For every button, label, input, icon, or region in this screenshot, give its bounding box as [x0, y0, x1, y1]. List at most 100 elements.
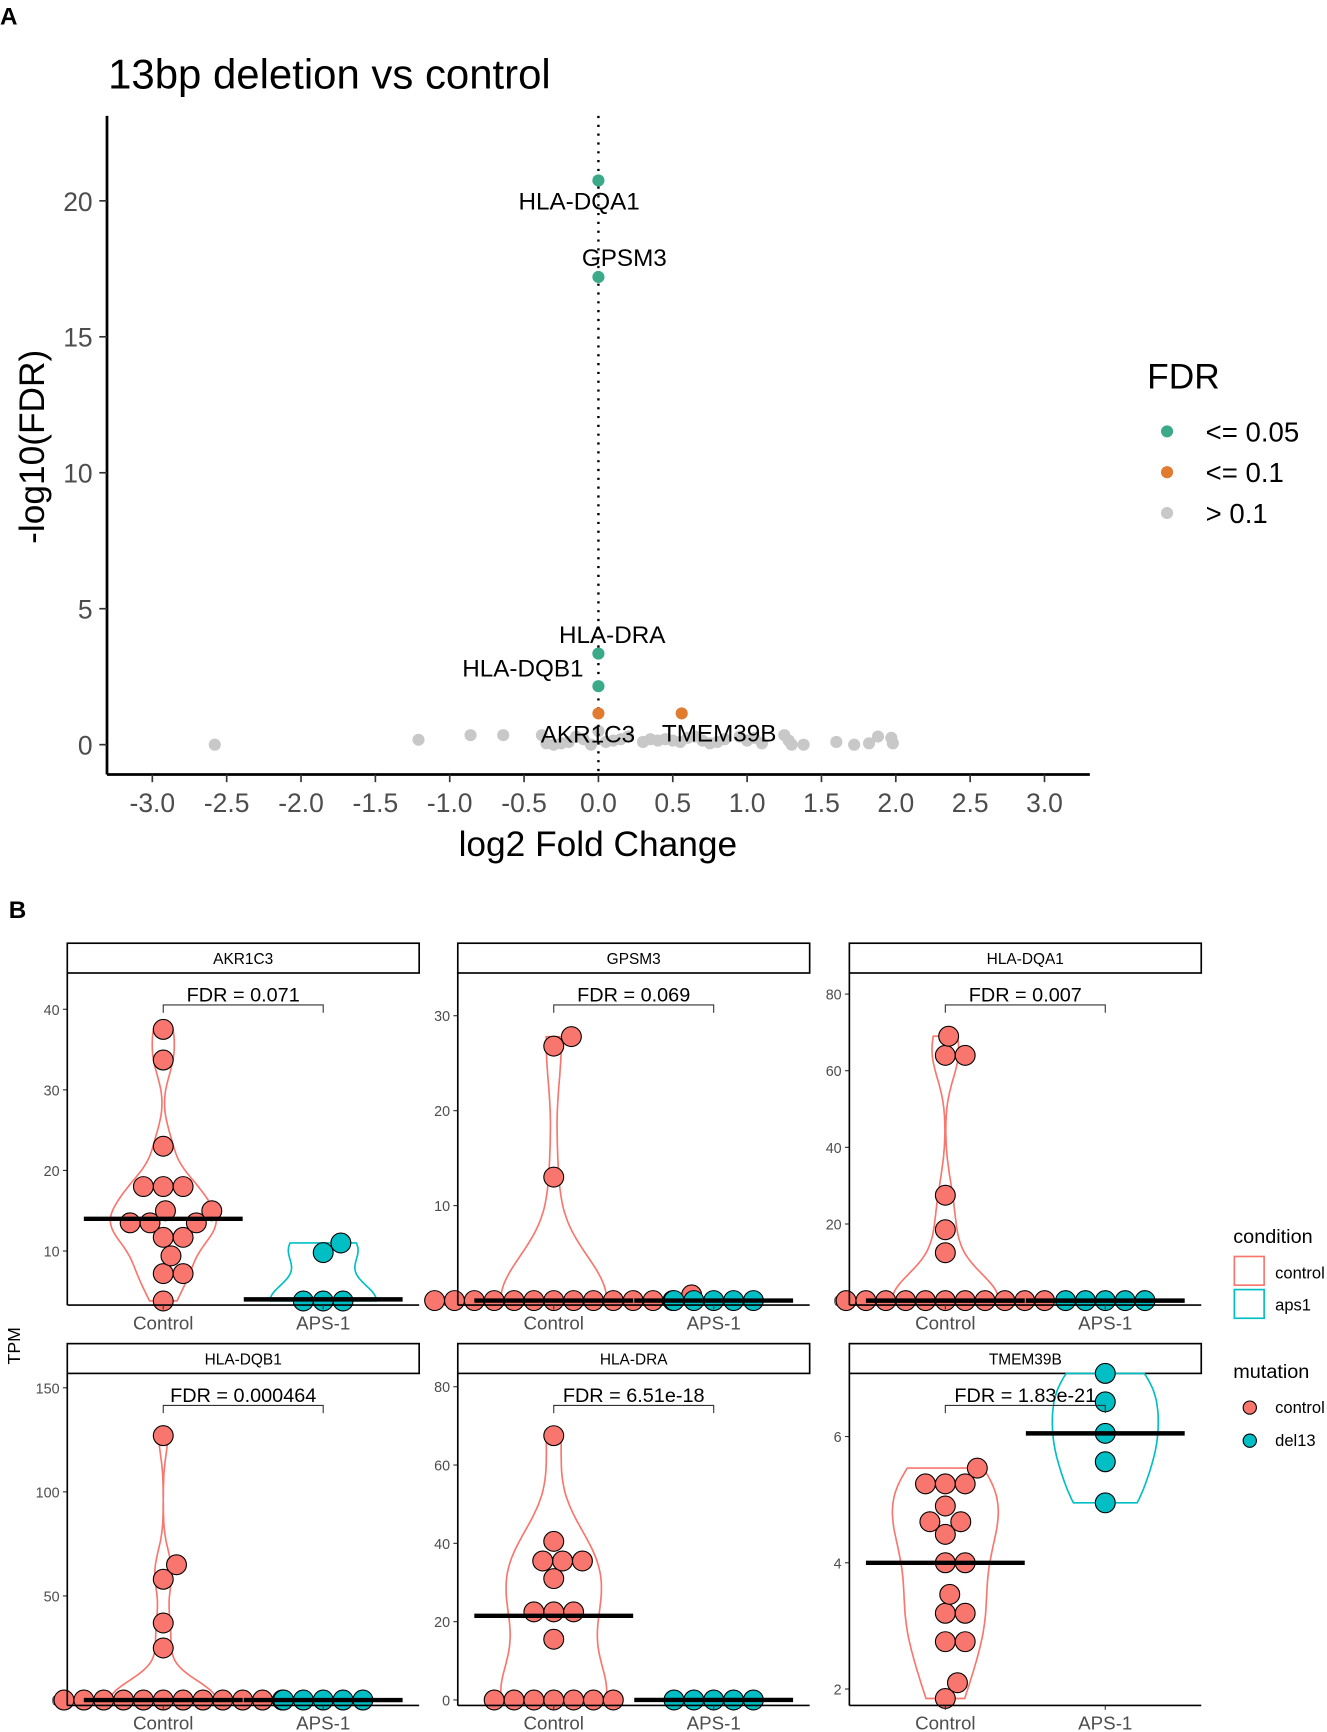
violin-outline [891, 1035, 1000, 1302]
y-tick-label: 60 [826, 1064, 842, 1080]
fdr-annotation: FDR = 0.000464 [170, 1385, 316, 1407]
tpm-point-control [119, 1212, 141, 1234]
significance-bracket [553, 1404, 715, 1414]
gene-label: GPSM3 [582, 245, 667, 272]
volcano-point-hla-dra [592, 647, 605, 660]
x-tick-label: 1.5 [803, 788, 840, 818]
tpm-point-control [166, 1554, 187, 1576]
tpm-point-control [934, 1242, 956, 1264]
facet-strip [456, 942, 811, 974]
tpm-point-control [543, 1425, 565, 1447]
y-tick-label: 30 [434, 1009, 450, 1025]
volcano-point-ns [464, 729, 477, 742]
tpm-point-control [954, 1044, 976, 1066]
y-tick-label: 20 [826, 1217, 842, 1233]
tpm-point-control [934, 1495, 956, 1517]
tpm-point-control [563, 1689, 585, 1711]
x-tick-label: -3.0 [130, 788, 176, 818]
tpm-point-control [946, 1672, 968, 1694]
tpm-point-control [543, 1628, 565, 1650]
condition-key-aps1 [1233, 1288, 1265, 1320]
x-tick-label: -1.0 [427, 788, 473, 818]
tpm-point-control [132, 1176, 154, 1198]
x-tick-label: APS-1 [1078, 1713, 1132, 1732]
legend-label: > 0.1 [1206, 498, 1268, 529]
x-tick-label: -1.5 [353, 788, 399, 818]
facet-tmem39b: TMEM39B 2 4 6 Control APS-1 FDR = 1.83e-21 [834, 1342, 1203, 1732]
y-tick-label: 30 [44, 1083, 60, 1099]
tpm-point-control [966, 1457, 988, 1479]
condition-key-control [1233, 1255, 1265, 1286]
tpm-point-control [152, 1637, 174, 1659]
tpm-point-control [582, 1689, 604, 1711]
tpm-point-control [443, 1290, 465, 1312]
violin-outline [109, 1434, 218, 1701]
volcano-point-ns [830, 735, 843, 749]
tpm-point-control [172, 1226, 194, 1248]
tpm-point-control [160, 1245, 182, 1267]
volcano-point-ns [592, 724, 605, 738]
significance-bracket [162, 1004, 324, 1013]
facet-title: AKR1C3 [213, 951, 273, 968]
y-tick-label: 40 [434, 1537, 450, 1553]
x-tick-label: Control [915, 1713, 975, 1732]
volcano-title: 13bp deletion vs control [108, 50, 551, 97]
y-tick-label: 40 [44, 1003, 60, 1019]
tpm-point-control [543, 1530, 565, 1552]
facet-title: HLA-DQB1 [205, 1352, 282, 1369]
y-tick-label: 40 [826, 1141, 842, 1157]
y-tick-label: 60 [434, 1459, 450, 1475]
x-tick-label: Control [524, 1713, 584, 1732]
tpm-point-control [172, 1263, 194, 1285]
x-tick-label: APS-1 [687, 1713, 741, 1732]
tpm-point-control [939, 1583, 961, 1605]
facet-legend: condition control aps1 mutation control … [1233, 1226, 1325, 1450]
violin-outline [1051, 1372, 1160, 1504]
tpm-point-control [152, 1135, 174, 1157]
tpm-point-control [172, 1176, 194, 1198]
condition-legend-aps1: aps1 [1275, 1296, 1311, 1315]
tpm-point-control [954, 1602, 976, 1624]
x-tick-label: 0.0 [580, 788, 617, 818]
x-tick-label: 1.0 [729, 788, 766, 818]
tpm-point-control [934, 1602, 956, 1624]
tpm-point-control [934, 1044, 956, 1066]
tpm-point-aps1 [330, 1232, 352, 1254]
y-tick-label: 2 [834, 1683, 842, 1699]
facet-strip [66, 1342, 420, 1375]
x-tick-label: APS-1 [296, 1713, 350, 1732]
facet-strip [848, 942, 1203, 974]
legend-key-dot [1160, 506, 1174, 520]
facet-strip [66, 942, 420, 974]
volcano-point-hla-dqa1 [592, 174, 605, 187]
tpm-point-control [934, 1523, 956, 1545]
volcano-point-ns [497, 729, 510, 742]
gene-label: HLA-DQB1 [462, 655, 583, 682]
volcano-point-hla-dqb1 [592, 680, 605, 693]
legend-label: <= 0.05 [1206, 416, 1300, 447]
x-tick-label: 2.5 [952, 788, 989, 818]
tpm-point-control [552, 1550, 574, 1572]
x-tick-label: -2.5 [204, 788, 250, 818]
volcano-point-ns [862, 737, 876, 750]
y-tick-label: 0 [78, 731, 93, 761]
y-tick-label: 20 [63, 187, 92, 217]
y-tick-label: 0 [442, 1693, 450, 1709]
tpm-point-control [543, 1035, 565, 1057]
mutation-key-control [1242, 1400, 1257, 1415]
tpm-point-control [523, 1601, 545, 1623]
x-tick-label: APS-1 [296, 1312, 350, 1333]
fdr-legend-title: FDR [1147, 357, 1220, 396]
volcano-point-ns [584, 738, 598, 751]
volcano-point-ns [412, 733, 425, 746]
tpm-point-control [835, 1290, 857, 1312]
volcano-point-akr1c3 [592, 707, 605, 720]
x-tick-label: -0.5 [501, 788, 547, 818]
y-tick-label: 150 [36, 1381, 60, 1397]
tpm-point-control [954, 1631, 976, 1653]
gene-label: AKR1C3 [541, 721, 635, 748]
x-tick-label: Control [915, 1312, 975, 1333]
fdr-annotation: FDR = 0.071 [187, 985, 300, 1007]
